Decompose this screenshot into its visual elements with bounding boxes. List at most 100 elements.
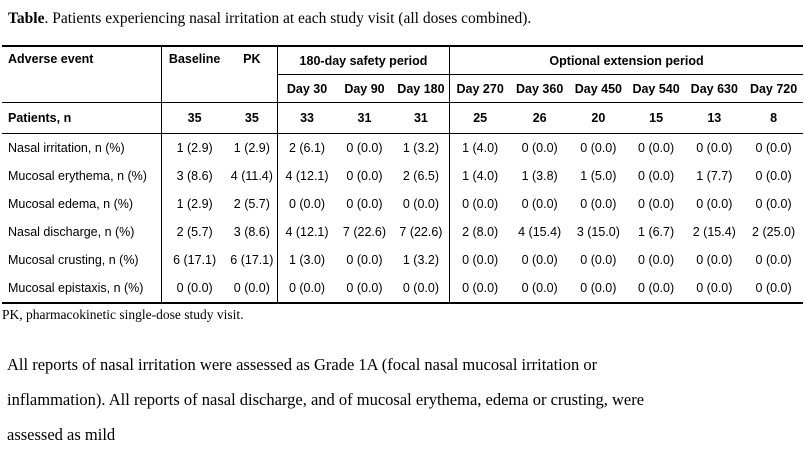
table-title-text: . Patients experiencing nasal irritation… [44, 10, 532, 27]
table-cell: 2 (5.7) [226, 190, 278, 218]
table-row: Mucosal edema, n (%) 1 (2.9) 2 (5.7) 0 (0.0… [2, 190, 803, 218]
table-cell: 0 (0.0) [638, 253, 675, 267]
column-header-day450: Day 450 [569, 74, 628, 103]
body-paragraph-line: All reports of nasal irritation were ass… [7, 355, 598, 374]
table-cell: 31 [336, 102, 393, 134]
table-header: Adverse event Baseline PK 180-day safety… [2, 46, 803, 103]
table-cell: 0 (0.0) [755, 197, 792, 211]
table-cell: 35 [161, 102, 227, 134]
table-cell: 1 (4.0) [462, 141, 499, 155]
table-cell: 1 (6.7) [638, 225, 675, 239]
table-cell: 2 (25.0) [752, 225, 796, 239]
table-cell: 1 (2.9) [176, 197, 213, 211]
table-cell: 3 (8.6) [226, 218, 278, 246]
table-cell: 0 (0.0) [288, 281, 326, 295]
table-cell: 25 [449, 102, 511, 134]
table-cell: 0 (0.0) [226, 274, 278, 303]
table-cell: 0 (0.0) [696, 281, 733, 295]
table-body: Patients, n 35 35 33 31 31 25 26 20 15 13 8 Nasal ir… [2, 102, 803, 303]
table-cell: 0 (0.0) [638, 169, 675, 183]
group-header-row: Adverse event Baseline PK 180-day safety… [2, 46, 803, 103]
table-cell: 0 (0.0) [755, 141, 792, 155]
table-cell: 0 (0.0) [521, 281, 558, 295]
table-cell: 2 (6.1) [288, 141, 326, 155]
table-cell: 0 (0.0) [462, 253, 499, 267]
table-cell: 0 (0.0) [580, 197, 617, 211]
table-row: Mucosal crusting, n (%) 6 (17.1) 6 (17.1) 1… [2, 246, 803, 274]
table-cell: 1 (7.7) [696, 169, 733, 183]
table-cell: 0 (0.0) [392, 190, 451, 218]
table-cell: 0 (0.0) [521, 141, 558, 155]
table-cell: 26 [510, 102, 570, 134]
table-cell: 1 (5.0) [580, 169, 617, 183]
table-cell: 13 [684, 102, 745, 134]
group-header-extension-period: Optional extension period [449, 46, 803, 75]
column-header-day90: Day 90 [336, 74, 393, 103]
table-cell: 0 (0.0) [696, 141, 733, 155]
table-cell: 20 [569, 102, 628, 134]
table-cell: 1 (2.9) [226, 133, 278, 162]
row-label: Mucosal erythema, n (%) [2, 162, 163, 190]
column-header-baseline: Baseline [161, 46, 227, 103]
body-paragraph-line: inflammation). All reports of nasal disc… [7, 390, 645, 409]
table-cell: 31 [392, 102, 451, 134]
column-header-day30: Day 30 [277, 74, 337, 103]
table-title-label: Table [8, 10, 45, 27]
table-title: Table. Patients experiencing nasal irrit… [8, 10, 805, 28]
table-cell: 0 (0.0) [580, 141, 617, 155]
table-cell: 0 (0.0) [462, 281, 499, 295]
table-cell: 2 (5.7) [176, 225, 213, 239]
column-header-day540: Day 540 [627, 74, 685, 103]
body-paragraph-line: assessed as mild [7, 425, 116, 444]
table-cell: 4 (12.1) [285, 169, 329, 183]
table-cell: 4 (12.1) [285, 225, 329, 239]
column-header-day630: Day 630 [684, 74, 745, 103]
table-cell: 0 (0.0) [580, 281, 617, 295]
table-cell: 8 [744, 102, 803, 134]
table-cell: 7 (22.6) [342, 225, 387, 239]
table-cell: 1 (4.0) [462, 169, 499, 183]
column-header-pk: PK [226, 46, 278, 103]
column-header-day720: Day 720 [744, 74, 803, 103]
table-cell: 0 (0.0) [580, 253, 617, 267]
day-header-row: Day 30 Day 90 Day 180 Day 270 Day 360 Da… [2, 74, 803, 103]
table-cell: 0 (0.0) [755, 281, 792, 295]
table-row: Nasal discharge, n (%) 2 (5.7) 3 (8.6) 4 (1… [2, 218, 803, 246]
body-paragraph: All reports of nasal irritation were ass… [7, 347, 805, 452]
table-cell: 3 (8.6) [176, 169, 213, 183]
table-cell: 0 (0.0) [638, 141, 675, 155]
table-cell: 3 (15.0) [576, 225, 620, 239]
table-cell: 0 (0.0) [346, 281, 383, 295]
table-cell: 0 (0.0) [462, 197, 499, 211]
row-label: Nasal discharge, n (%) [2, 218, 163, 246]
table-cell: 15 [627, 102, 685, 134]
table-cell: 35 [226, 102, 278, 134]
table-cell: 0 (0.0) [176, 281, 213, 295]
table-cell: 0 (0.0) [638, 281, 675, 295]
table-row: Nasal irritation, n (%) 1 (2.9) 1 (2.9) 2 (… [2, 133, 803, 162]
table-cell: 0 (0.0) [755, 169, 792, 183]
column-header-day360: Day 360 [510, 74, 570, 103]
table-cell: 1 (3.0) [288, 253, 326, 267]
table-cell: 0 (0.0) [696, 253, 733, 267]
table-cell: 2 (6.5) [392, 162, 451, 190]
table-cell: 1 (3.2) [392, 246, 451, 274]
table-cell: 0 (0.0) [638, 197, 675, 211]
row-label: Mucosal epistaxis, n (%) [2, 274, 163, 303]
table-cell: 1 (2.9) [176, 141, 213, 155]
table-cell: 4 (11.4) [226, 162, 278, 190]
table-cell: 6 (17.1) [226, 246, 278, 274]
table-footnote: PK, pharmacokinetic single-dose study vi… [2, 307, 244, 322]
table-cell: 0 (0.0) [346, 253, 383, 267]
table-cell: 0 (0.0) [288, 197, 326, 211]
table-cell: 0 (0.0) [346, 169, 383, 183]
group-header-safety-period: 180-day safety period [277, 46, 451, 75]
table-cell: 0 (0.0) [521, 253, 558, 267]
column-header-day180: Day 180 [392, 74, 451, 103]
table-cell: 4 (15.4) [518, 225, 562, 239]
table-cell: 1 (3.8) [521, 169, 558, 183]
table-cell: 0 (0.0) [755, 253, 792, 267]
row-label: Patients, n [2, 102, 163, 134]
row-label: Mucosal crusting, n (%) [2, 246, 163, 274]
table-cell: 2 (15.4) [692, 225, 736, 239]
